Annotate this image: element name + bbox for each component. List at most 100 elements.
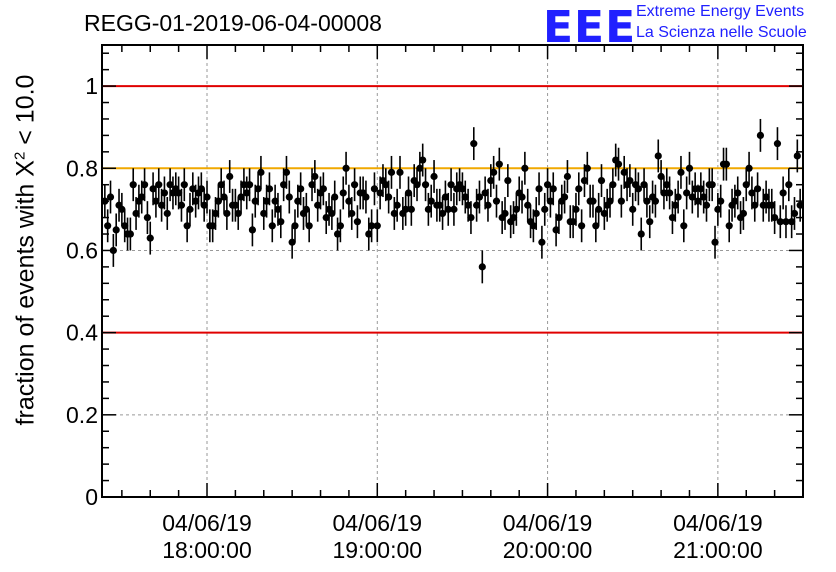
data-point	[697, 185, 705, 193]
data-point	[294, 197, 302, 205]
data-point	[450, 205, 458, 213]
data-point	[155, 181, 163, 189]
y-tick-label: 0	[85, 484, 98, 510]
data-point	[578, 222, 586, 230]
data-point	[561, 193, 569, 201]
data-point	[197, 185, 205, 193]
data-point	[121, 222, 129, 230]
data-point	[782, 218, 790, 226]
data-point	[773, 140, 782, 148]
data-point	[297, 185, 305, 193]
data-point	[419, 156, 427, 164]
data-point	[677, 168, 685, 176]
data-point	[572, 205, 580, 213]
data-point	[555, 213, 563, 222]
data-point	[138, 193, 146, 201]
data-point	[606, 197, 614, 205]
data-point	[779, 189, 787, 197]
data-point	[708, 181, 716, 189]
data-point	[382, 181, 390, 189]
data-point	[666, 189, 674, 197]
data-point	[512, 205, 520, 213]
data-point	[302, 205, 310, 213]
y-tick-label: 0.4	[66, 320, 98, 346]
data-point	[376, 189, 384, 197]
data-point	[634, 185, 642, 193]
data-point	[328, 209, 336, 218]
data-point	[651, 197, 660, 205]
data-point	[589, 197, 597, 205]
data-point	[768, 201, 776, 209]
data-point	[265, 185, 274, 193]
data-point	[220, 193, 228, 201]
data-point	[271, 197, 279, 205]
data-point	[745, 164, 753, 172]
data-point	[268, 222, 276, 230]
data-point	[626, 177, 634, 185]
data-point	[396, 168, 404, 176]
data-point	[282, 168, 291, 176]
data-point	[495, 160, 503, 168]
data-point	[600, 209, 608, 218]
data-point	[189, 185, 197, 193]
data-point	[643, 197, 651, 205]
data-point	[370, 185, 379, 193]
data-point	[467, 213, 475, 222]
data-point	[518, 193, 526, 201]
data-point	[756, 131, 765, 139]
data-point	[274, 205, 282, 213]
x-tick-label-date: 04/06/19	[162, 510, 252, 536]
data-point	[288, 238, 296, 246]
data-point	[251, 197, 259, 205]
data-point	[685, 164, 694, 172]
data-point	[549, 185, 557, 193]
data-point	[146, 234, 154, 242]
data-point	[365, 230, 373, 238]
data-point	[796, 201, 804, 209]
data-point	[257, 168, 265, 176]
data-point	[711, 238, 719, 246]
data-point	[663, 181, 671, 189]
data-point	[501, 209, 509, 218]
data-point	[759, 201, 767, 209]
data-point	[211, 209, 220, 218]
data-point	[657, 172, 665, 181]
logo-line-1: Extreme Energy Events	[636, 3, 805, 20]
data-point	[771, 213, 779, 222]
data-point	[416, 164, 424, 172]
data-point	[149, 185, 157, 193]
data-point	[722, 160, 730, 168]
data-point	[183, 222, 191, 230]
data-point	[163, 209, 171, 218]
data-point	[248, 226, 257, 234]
data-point	[668, 213, 677, 222]
data-point	[152, 197, 160, 205]
chart-title: REGG-01-2019-06-04-00008	[84, 10, 382, 36]
data-point	[234, 209, 242, 218]
data-point	[263, 197, 271, 205]
data-point	[393, 201, 401, 209]
data-point	[470, 140, 478, 148]
data-point	[481, 189, 489, 197]
data-point	[186, 205, 194, 213]
data-point	[421, 181, 430, 189]
data-point	[126, 230, 134, 238]
data-point	[734, 189, 742, 197]
data-point	[580, 177, 589, 185]
y-axis-label-sup: 2	[11, 151, 29, 161]
x-tick-label-time: 21:00:00	[673, 537, 763, 563]
data-point	[592, 222, 600, 230]
y-tick-label: 0.8	[66, 155, 98, 181]
data-point	[524, 201, 532, 209]
data-point	[112, 226, 120, 234]
data-point	[688, 193, 696, 201]
data-point	[569, 218, 577, 226]
data-point	[475, 193, 484, 201]
data-point	[143, 213, 152, 222]
data-point	[552, 226, 560, 234]
logo-line-2: La Scienza nelle Scuole	[636, 24, 807, 41]
y-tick-label: 1	[85, 73, 98, 99]
data-point	[484, 201, 492, 209]
plot-area-border	[101, 44, 804, 498]
